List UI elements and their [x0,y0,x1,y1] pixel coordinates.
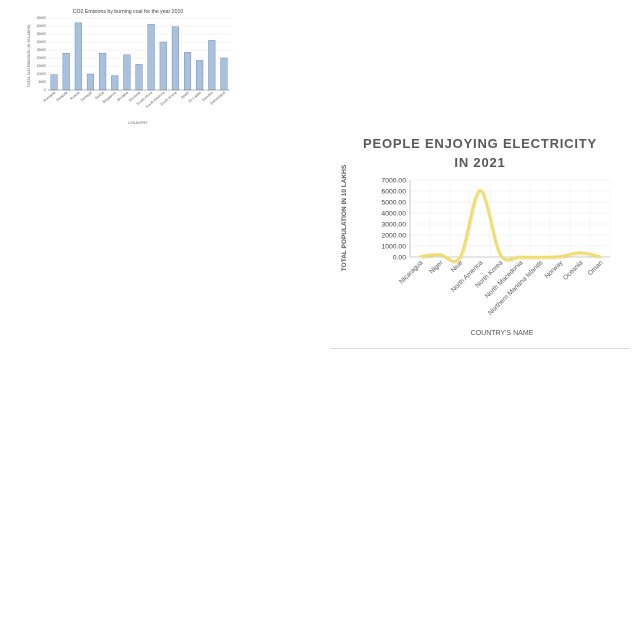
co2-y-tick-label: 15000 [37,64,47,68]
co2-y-tick-label: 10000 [37,72,47,76]
co2-bar [196,60,204,91]
co2-x-tick-label: Senegal [80,91,93,103]
co2-x-tick-label: Rwanda [56,91,69,103]
co2-x-axis-label: COUNTRY [128,120,148,125]
elec-y-axis-label: TOTAL POPULATION IN 10 LAKHS [341,164,348,271]
electricity-line-chart: PEOPLE ENJOYING ELECTRICITY IN 2021 TOTA… [330,130,630,349]
elec-x-tick-label: Nicaragua [398,259,424,285]
co2-bar [147,24,155,91]
co2-x-tick-label: Slovakia [116,91,129,103]
co2-x-tick-label: Serbia [94,91,105,101]
elec-y-tick-label: 6000.00 [381,188,406,195]
co2-x-tick-label: Sweden [201,91,214,102]
elec-y-tick-label: 4000.00 [381,210,406,217]
co2-bar [183,52,192,91]
co2-y-tick-label: 5000 [38,80,46,84]
co2-x-tick-label: Sri Lanka [188,91,202,104]
co2-bar-chart: CO2 Emisions by burning coal for the yea… [20,4,240,128]
co2-bar [74,22,82,91]
co2-bar [99,53,107,91]
co2-y-tick-label: 45000 [37,16,47,20]
co2-chart-title: CO2 Emisions by burning coal for the yea… [73,9,184,15]
elec-series-line [419,189,601,263]
elec-y-tick-label: 0.00 [393,254,406,261]
co2-bar [159,41,167,91]
co2-bar [135,64,143,91]
co2-bar [50,74,58,91]
co2-x-tick-label: Russia [69,91,80,101]
co2-bar [208,40,216,91]
co2-y-tick-label: 30000 [37,40,47,44]
elec-y-tick-label: 7000.00 [381,177,406,184]
co2-bar [123,54,131,91]
elec-y-tick-label: 1000.00 [381,243,406,250]
co2-bar [86,73,95,91]
elec-x-tick-label: Oceania [562,259,585,282]
co2-y-tick-label: 40000 [37,24,47,28]
elec-y-tick-label: 3000.00 [381,221,406,228]
co2-bar [62,53,70,91]
co2-x-tick-label: Romania [43,91,57,103]
co2-x-tick-label: Slovenia [128,91,141,103]
elec-chart-title-line1: PEOPLE ENJOYING ELECTRICITY [363,136,597,151]
co2-y-tick-label: 20000 [37,56,47,60]
co2-y-axis-label: TOTAL CO2 EMISSION (IN 10 LAKHS) [27,25,31,88]
elec-y-tick-label: 2000.00 [381,232,406,239]
elec-x-tick-label: Oman [587,259,605,277]
co2-x-tick-label: Singapore [102,91,117,105]
co2-y-tick-label: 0 [44,88,46,92]
co2-bar [220,57,228,91]
co2-bar [111,75,119,91]
elec-x-tick-label: Niger [428,259,445,276]
co2-y-tick-label: 35000 [37,32,47,36]
co2-x-tick-label: Spain [180,91,190,100]
elec-x-axis-label: COUNTRY'S NAME [471,330,534,337]
elec-y-tick-label: 5000.00 [381,199,406,206]
co2-y-tick-label: 25000 [37,48,47,52]
co2-bar [171,26,179,91]
elec-chart-title-line2: IN 2021 [454,155,505,170]
